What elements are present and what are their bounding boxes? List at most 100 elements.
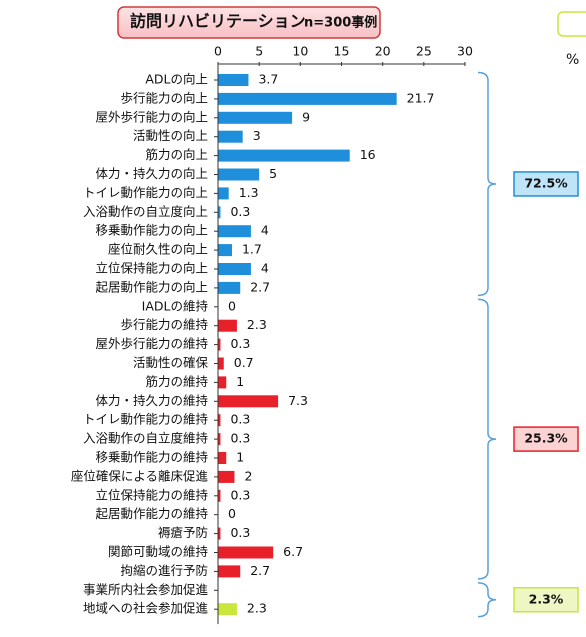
value-label: 1: [236, 374, 244, 389]
value-label: 0.3: [230, 336, 250, 351]
value-label: 0.3: [230, 487, 250, 502]
chart-title: 訪問リハビリテーション: [130, 12, 306, 31]
bar: [218, 433, 221, 446]
unit-label: %: [566, 52, 579, 68]
bar: [218, 319, 237, 332]
x-tick-label: 25: [416, 44, 432, 59]
group-box: [513, 426, 579, 452]
value-label: 5: [269, 166, 277, 181]
value-label: 0.3: [230, 412, 250, 427]
bar: [218, 489, 221, 502]
subtitle: n=300事例: [304, 15, 377, 31]
y-tick-label: 移乗動作能力の維持: [95, 450, 208, 465]
y-tick-label: トイレ動作能力の向上: [83, 185, 208, 200]
y-tick-label: 起居動作能力の向上: [95, 279, 208, 294]
group-label: 25.3%: [524, 431, 568, 446]
bar: [218, 92, 397, 105]
y-tick-label: 入浴動作の自立度維持: [83, 431, 208, 446]
bar: [218, 111, 293, 124]
bar: [218, 149, 350, 162]
bar: [218, 376, 227, 389]
bar: [218, 603, 237, 616]
value-label: 9: [302, 109, 310, 124]
value-label: 0: [228, 298, 236, 313]
y-tick-label: 褥瘡予防: [158, 525, 208, 540]
value-label: 2.3: [247, 317, 267, 332]
value-label: 0.3: [230, 525, 250, 540]
y-tick-label: 移乗動作能力の向上: [95, 223, 208, 238]
group-bracket: [477, 71, 497, 297]
value-label: 2.7: [250, 563, 270, 578]
bar: [218, 452, 227, 464]
y-tick-label: 入浴動作の自立度向上: [83, 204, 208, 219]
bar: [218, 565, 241, 578]
value-label: 4: [261, 223, 269, 238]
y-tick-label: 関節可動域の維持: [108, 544, 208, 559]
y-tick-label: 座位耐久性の向上: [108, 242, 208, 257]
bar: [218, 414, 221, 427]
y-tick-label: 体力・持久力の維持: [95, 393, 208, 408]
value-label: 0.7: [234, 355, 254, 370]
bar: [218, 206, 221, 219]
y-tick-label: 歩行能力の維持: [120, 317, 208, 332]
value-label: 2.3: [247, 601, 267, 616]
bar: [218, 130, 243, 143]
y-tick-label: 立位保持能力の向上: [95, 261, 208, 276]
y-tick-label: ADLの向上: [145, 72, 208, 87]
value-label: 2.7: [250, 279, 270, 294]
group-box: [513, 587, 579, 613]
bar: [218, 244, 232, 257]
y-tick-label: 筋力の維持: [145, 374, 208, 389]
value-label: 16: [360, 147, 376, 162]
value-label: 1.7: [242, 242, 262, 257]
y-tick-label: 体力・持久力の向上: [95, 166, 208, 181]
bar: [218, 74, 249, 86]
y-tick-label: 事業所内社会参加促進: [83, 582, 209, 597]
x-tick-label: 10: [292, 44, 308, 59]
value-label: 3: [253, 128, 261, 143]
bar: [218, 225, 251, 238]
value-label: 3.7: [258, 72, 278, 87]
bar: [218, 168, 260, 181]
value-label: 7.3: [288, 393, 308, 408]
y-tick-label: トイレ動作能力の維持: [83, 412, 208, 427]
bar: [218, 546, 274, 559]
y-tick-label: 拘縮の進行予防: [120, 563, 208, 578]
value-label: 21.7: [407, 90, 435, 105]
y-tick-label: 立位保持能力の維持: [95, 487, 208, 502]
y-tick-label: 歩行能力の向上: [120, 90, 208, 105]
bar: [218, 263, 251, 275]
x-tick-label: 15: [334, 44, 350, 59]
value-label: 1: [236, 450, 244, 465]
side-box: [557, 11, 586, 37]
x-tick-label: 0: [214, 44, 222, 59]
y-tick-label: 座位確保による離床促進: [71, 468, 209, 483]
value-label: 0.3: [230, 204, 250, 219]
bar: [218, 527, 221, 540]
bar: [218, 357, 224, 370]
x-tick-label: 30: [457, 44, 473, 59]
bar: [218, 395, 279, 408]
bar: [218, 338, 221, 351]
y-tick-label: 起居動作能力の維持: [95, 506, 208, 521]
bar: [218, 281, 241, 294]
value-label: 6.7: [283, 544, 303, 559]
y-tick-label: 地域への社会参加促進: [83, 601, 209, 616]
title-box: [117, 6, 381, 39]
group-box: [513, 171, 579, 197]
value-label: 4: [261, 261, 269, 276]
value-label: 0: [228, 506, 236, 521]
y-tick-label: IADLの維持: [142, 298, 208, 313]
bar: [218, 470, 235, 483]
y-tick-label: 屋外歩行能力の向上: [95, 109, 208, 124]
x-tick-label: 5: [255, 44, 263, 59]
value-label: 0.3: [230, 431, 250, 446]
value-label: 1.3: [239, 185, 259, 200]
group-label: 72.5%: [524, 175, 568, 190]
y-tick-label: 活動性の向上: [133, 128, 208, 143]
value-label: 2: [244, 468, 252, 483]
bar: [218, 187, 229, 200]
y-tick-label: 活動性の確保: [133, 355, 209, 370]
group-bracket: [477, 298, 497, 580]
